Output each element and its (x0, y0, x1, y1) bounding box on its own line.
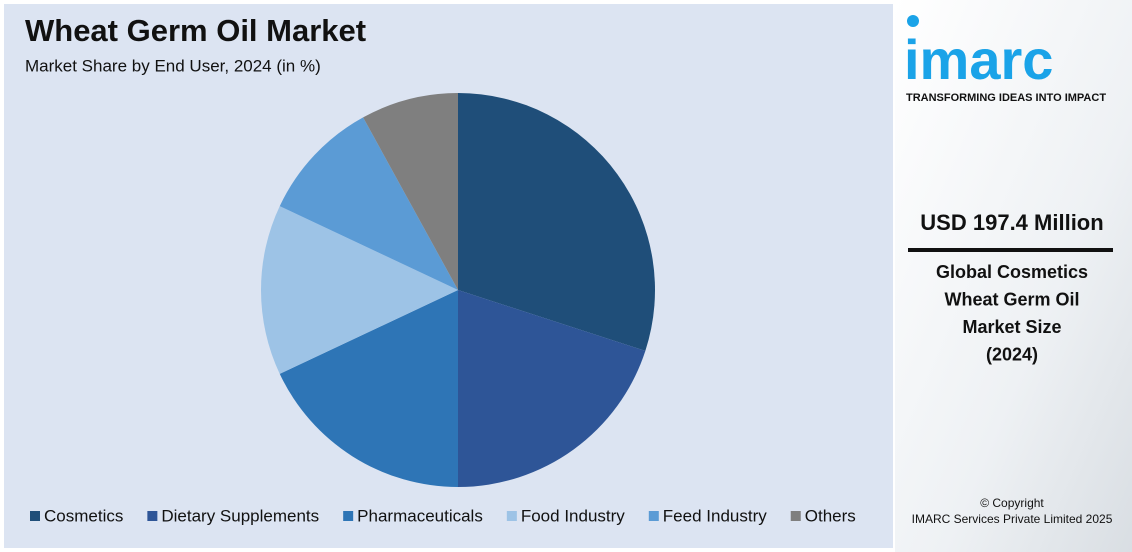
description-line: Wheat Germ Oil (944, 289, 1079, 309)
chart-title: Wheat Germ Oil Market (25, 13, 366, 48)
pie-slice (261, 206, 458, 374)
headline: USD 197.4 Million (920, 210, 1103, 235)
legend-swatch (343, 511, 354, 521)
tagline: TRANSFORMING IDEAS INTO IMPACT (906, 92, 1106, 104)
legend-swatch (30, 511, 40, 521)
legend-swatch (790, 511, 801, 521)
legend: Cosmetics Dietary Supplements Pharmaceutic… (30, 506, 856, 525)
legend-swatch (506, 511, 517, 521)
description-line: Market Size (962, 317, 1061, 337)
copyright: © Copyright (980, 496, 1044, 510)
legend-label: Pharmaceuticals (357, 506, 483, 525)
pie-slice (363, 93, 458, 290)
pie-slice (458, 290, 646, 487)
legend-label: Dietary Supplements (161, 506, 319, 525)
pie-slice (279, 117, 458, 290)
legend-label: Food Industry (521, 506, 625, 525)
logo-dot (907, 15, 919, 27)
divider (908, 248, 1113, 252)
legend-label: Feed Industry (663, 506, 767, 525)
logo: imarc (904, 28, 1053, 91)
description-line: (2024) (986, 344, 1038, 364)
description-line: Global Cosmetics (936, 262, 1088, 282)
side-panel (895, 0, 1132, 552)
pie-slice (279, 290, 458, 487)
chart-subtitle: Market Share by End User, 2024 (in %) (25, 56, 321, 75)
company: IMARC Services Private Limited 2025 (912, 512, 1113, 526)
legend-label: Others (805, 506, 856, 525)
description: Global Cosmetics Wheat Germ Oil Market Siz… (936, 262, 1088, 365)
legend-swatch (147, 511, 158, 521)
legend-swatch (648, 511, 659, 521)
pie-slice (458, 93, 655, 351)
pie (261, 93, 655, 487)
legend-label: Cosmetics (44, 506, 123, 525)
